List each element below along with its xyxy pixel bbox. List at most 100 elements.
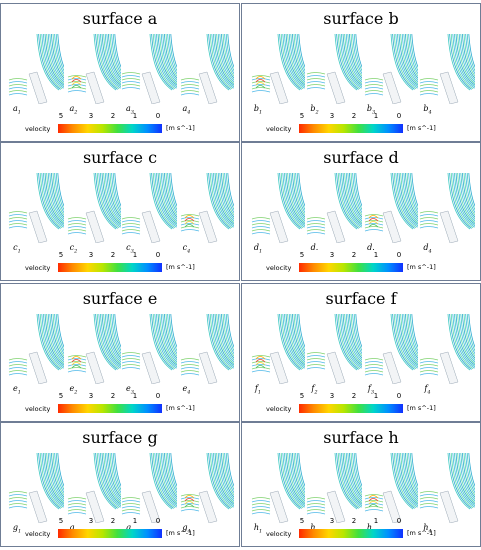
- flow-subfigure: f3: [361, 312, 418, 396]
- streamline-group: [149, 33, 177, 91]
- subfigure-label: f2: [305, 384, 325, 396]
- streamline-plot: [121, 452, 177, 523]
- streamline-plot: [364, 452, 418, 523]
- subfigure-index: 1: [258, 529, 263, 535]
- blade-shape: [141, 210, 161, 243]
- streamline-group: [277, 33, 305, 91]
- blade-shape: [141, 351, 161, 384]
- legend-ticks: 5 3 2 1 0: [300, 112, 402, 124]
- flow-subfigure: f2: [305, 312, 362, 396]
- subfigure-label: d.: [361, 243, 381, 255]
- streamline-group: [447, 452, 475, 510]
- vortex-region: [251, 355, 271, 373]
- subfigure-letter: f: [424, 384, 428, 394]
- panel-title: surface a: [82, 9, 158, 28]
- legend-label: velocity: [25, 405, 51, 413]
- velocity-legend: 5 3 2 1 0 velocity [m s^-1]: [1, 517, 239, 543]
- legend-ticks: 5 3 2 1 0: [300, 251, 402, 263]
- streamline-group: [447, 313, 475, 371]
- subfigure-index: 1: [17, 529, 22, 535]
- panel-title: surface h: [323, 428, 399, 447]
- subfigure-letter: c: [126, 243, 131, 253]
- legend-tick-label: 2: [110, 112, 116, 120]
- subfigure-letter: g: [12, 523, 18, 533]
- subfigure-index: 3: [370, 390, 375, 396]
- subfigure-letter: e: [13, 384, 18, 394]
- subfigure-index: 4: [428, 110, 432, 116]
- flow-subfigure: c1: [7, 171, 64, 255]
- legend-tick-label: 5: [58, 392, 64, 400]
- streamline-group: [206, 33, 234, 91]
- colorbar: [58, 404, 162, 413]
- subfigure-letter: e: [182, 384, 188, 394]
- subfigure-label: c2: [64, 243, 84, 255]
- legend-tick-label: 3: [88, 251, 94, 259]
- legend-tick-label: 3: [88, 517, 94, 525]
- subfigure-letter: b: [366, 104, 372, 114]
- subfigure-label: f3: [361, 384, 381, 396]
- blade-shape: [28, 490, 48, 523]
- colorbar: [58, 124, 162, 133]
- streamline-plot: [419, 172, 475, 243]
- legend-tick-label: 0: [155, 112, 161, 120]
- blade-shape: [198, 351, 217, 384]
- vortex-region: [180, 78, 199, 96]
- legend-tick-label: 5: [299, 517, 305, 525]
- legend-label: velocity: [25, 264, 51, 272]
- vortex-region: [8, 211, 28, 229]
- streamline-group: [390, 172, 418, 230]
- subfigure-index: 4: [428, 529, 432, 535]
- legend-tick-label: 3: [329, 392, 335, 400]
- flow-subfigure: c4: [177, 171, 234, 255]
- flow-subfigure: f1: [248, 312, 305, 396]
- legend-tick-label: 3: [88, 112, 94, 120]
- subfigure-label: b4: [418, 104, 438, 116]
- streamline-plot: [180, 452, 234, 523]
- legend-label: velocity: [266, 125, 292, 133]
- blade-shape: [28, 351, 48, 384]
- subfigure-letter: a: [69, 104, 75, 114]
- streamline-plot: [121, 172, 177, 243]
- subfigure-label: a4: [177, 104, 197, 116]
- streamline-group: [36, 452, 64, 510]
- subfigure-label: d1: [248, 243, 268, 255]
- legend-ticks: 5 3 2 1 0: [59, 251, 161, 263]
- streamline-plot: [121, 33, 177, 104]
- legend-unit: [m s^-1]: [166, 124, 195, 132]
- subfigure-label: a1: [7, 104, 27, 116]
- velocity-legend: 5 3 2 1 0 velocity [m s^-1]: [242, 392, 480, 418]
- subfigure-row: d1 d. d. d4: [248, 171, 475, 255]
- blade-shape: [198, 490, 217, 523]
- flow-subfigure: c3: [120, 171, 177, 255]
- blade-shape: [326, 71, 345, 104]
- subfigure-label: g1: [7, 523, 27, 535]
- blade-shape: [382, 71, 402, 104]
- surface-panel: surface c c1 c2 c3 c4 5 3 2 1 0 velocity [m s^-1]: [0, 142, 240, 281]
- legend-label: velocity: [266, 264, 292, 272]
- streamline-group: [206, 313, 234, 371]
- subfigure-label: c4: [177, 243, 197, 255]
- blade-shape: [439, 210, 458, 243]
- legend-tick-label: 2: [110, 392, 116, 400]
- flow-subfigure: a1: [7, 32, 64, 116]
- subfigure-index: 4: [428, 249, 432, 255]
- legend-ticks: 5 3 2 1 0: [299, 517, 402, 529]
- legend-tick-label: 0: [396, 251, 402, 259]
- vortex-region: [364, 358, 384, 376]
- blade-shape: [326, 490, 345, 523]
- legend-tick-label: 2: [110, 517, 116, 525]
- surface-panel: surface f f1 f2 f3 f4 5 3 2 1 0 velocity [m s^-1]: [241, 283, 481, 422]
- subfigure-index: 1: [258, 249, 263, 255]
- blade-shape: [198, 210, 217, 243]
- flow-subfigure: e3: [120, 312, 177, 396]
- velocity-legend: 5 3 2 1 0 velocity [m s^-1]: [242, 251, 480, 277]
- legend-unit: [m s^-1]: [166, 404, 195, 412]
- legend-tick-label: 1: [373, 392, 379, 400]
- legend-tick-label: 5: [299, 392, 305, 400]
- legend-tick-label: 5: [58, 517, 64, 525]
- panel-title: surface e: [82, 289, 158, 308]
- blade-shape: [85, 71, 104, 104]
- vortex-region: [306, 352, 325, 370]
- subfigure-letter: b: [253, 104, 259, 114]
- streamline-plot: [306, 172, 362, 243]
